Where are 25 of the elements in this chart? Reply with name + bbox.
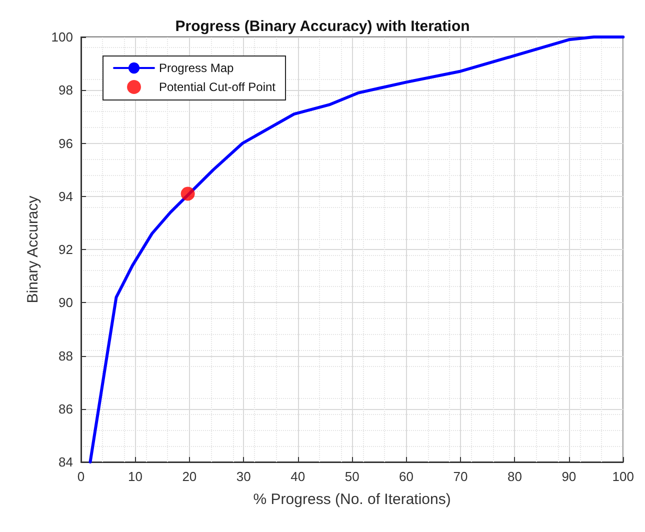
x-tick-label: 90 [562, 469, 576, 484]
y-tick-label: 100 [51, 30, 73, 44]
y-tick-label: 90 [58, 295, 73, 310]
chart-title: Progress (Binary Accuracy) with Iteration [175, 18, 470, 35]
x-tick-label: 20 [182, 469, 197, 484]
x-tick-label: 40 [290, 469, 306, 484]
x-tick-label: 100 [612, 469, 634, 484]
x-tick-label: 50 [344, 469, 360, 484]
x-tick-label: 10 [128, 469, 142, 484]
legend-label: Progress Map [159, 61, 234, 75]
x-tick-label: 80 [507, 469, 522, 484]
y-tick-label: 86 [58, 401, 73, 416]
y-tick-label: 96 [58, 136, 73, 151]
x-tick-label: 0 [77, 469, 85, 484]
x-tick-label: 70 [453, 469, 468, 484]
legend-label: Potential Cut-off Point [159, 80, 276, 94]
x-axis-title: % Progress (No. of Iterations) [253, 491, 451, 508]
y-tick-label: 84 [58, 454, 73, 470]
y-tick-label: 94 [58, 188, 73, 204]
y-tick-label: 98 [58, 82, 73, 98]
y-tick-label: 88 [58, 348, 73, 364]
x-tick-label: 60 [399, 469, 414, 484]
y-tick-label: 92 [58, 242, 73, 257]
x-tick-label: 30 [236, 469, 251, 484]
y-axis-title: Binary Accuracy [24, 195, 42, 304]
